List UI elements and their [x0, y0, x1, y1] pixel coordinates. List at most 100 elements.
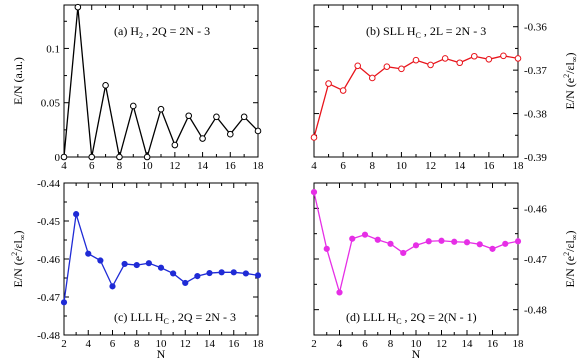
x-tick-label: 6 [89, 160, 95, 172]
data-point [254, 127, 262, 135]
y-tick-label: -0.46 [524, 203, 547, 215]
data-point [121, 260, 128, 268]
data-point [129, 102, 137, 110]
y-tick-label: 0.1 [46, 43, 60, 55]
data-point [325, 80, 332, 87]
data-point [451, 238, 458, 245]
data-point [157, 264, 165, 271]
x-tick-label: 6 [110, 338, 116, 350]
data-point [194, 273, 201, 280]
x-tick-label: 10 [156, 338, 168, 350]
data-point [102, 82, 109, 89]
y-tick-label: -0.45 [37, 216, 60, 228]
x-tick-label: 16 [483, 160, 495, 172]
x-tick-label: 12 [425, 160, 436, 172]
x-tick-label: 12 [436, 338, 447, 350]
data-point [398, 65, 405, 73]
y-axis-label: E/N (e2/εl∞) [10, 230, 27, 287]
data-point [85, 250, 92, 257]
data-point [427, 61, 434, 69]
data-point [349, 235, 356, 242]
data-point [226, 130, 234, 138]
x-tick-label: 16 [225, 160, 237, 172]
x-tick-label: 14 [462, 338, 474, 350]
x-tick-label: 2 [311, 338, 317, 350]
x-tick-label: 4 [311, 160, 317, 172]
data-point [514, 55, 522, 62]
data-point [254, 272, 262, 279]
x-tick-label: 2 [61, 338, 67, 350]
figure-xlabel: N [157, 347, 166, 361]
data-point [240, 113, 248, 121]
data-point [310, 134, 318, 141]
data-point [336, 289, 343, 296]
y-axis-label: E/N (e2/εl∞) [562, 52, 579, 109]
data-point [368, 74, 376, 82]
data-point [425, 238, 432, 245]
data-point [476, 241, 483, 248]
x-tick-label: 16 [228, 338, 240, 350]
data-point [470, 52, 478, 60]
x-tick-label: 14 [454, 160, 466, 172]
x-tick-label: 8 [134, 338, 140, 350]
y-tick-label: -0.48 [37, 330, 60, 342]
panel-b: 4 6 8 10 12 14 16 18-0.39 -0.38 -0.37 -0.36 E/N (e2… [310, 4, 579, 172]
y-tick-label: -0.39 [524, 152, 547, 164]
data-point [441, 55, 449, 62]
figure-xlabel-right: N [412, 347, 421, 361]
data-point [412, 56, 420, 64]
data-point [145, 260, 152, 267]
data-point [185, 112, 193, 120]
data-point [383, 63, 391, 70]
plot-frame [313, 4, 519, 158]
panel-annotation: (a) H2 , 2Q = 2N - 3 [114, 24, 210, 40]
x-tick-label: 8 [117, 160, 123, 172]
x-tick-label: 6 [340, 160, 346, 172]
data-point [60, 299, 68, 306]
data-point [171, 141, 179, 149]
data-point [206, 269, 213, 277]
data-point [199, 135, 206, 142]
x-tick-label: 18 [253, 338, 265, 350]
data-point [109, 283, 116, 290]
y-tick-label: 0 [55, 152, 61, 164]
panel-annotation: (c) LLL HC , 2Q = 2N - 3 [114, 310, 236, 326]
x-tick-label: 8 [388, 338, 394, 350]
y-axis-label: E/N (e2/εl∞) [562, 230, 579, 287]
data-point [60, 153, 68, 161]
data-point [361, 231, 369, 238]
x-tick-label: 18 [513, 338, 525, 350]
data-point [242, 270, 249, 277]
x-tick-label: 14 [197, 160, 209, 172]
data-point [456, 59, 464, 67]
y-axis-label: E/N (a.u.) [11, 57, 25, 105]
data-point [500, 52, 507, 60]
y-tick-label: -0.47 [524, 254, 547, 266]
data-point [157, 105, 165, 113]
data-point [133, 261, 140, 269]
series-line [63, 213, 259, 303]
data-point [116, 153, 123, 161]
x-tick-label: 18 [513, 160, 525, 172]
data-point [182, 279, 189, 287]
data-point [88, 153, 96, 161]
data-point [310, 189, 318, 196]
x-tick-label: 10 [142, 160, 154, 172]
data-point [438, 237, 445, 244]
x-tick-label: 14 [204, 338, 216, 350]
data-point [97, 257, 104, 264]
data-point [213, 113, 220, 121]
data-point [339, 87, 347, 94]
data-point [323, 245, 330, 252]
x-tick-label: 12 [180, 338, 191, 350]
data-point [485, 55, 493, 63]
x-tick-label: 12 [169, 160, 180, 172]
x-tick-label: 4 [86, 338, 92, 350]
y-tick-label: -0.48 [524, 305, 547, 317]
y-tick-label: -0.46 [37, 254, 60, 266]
panel-annotation: (d) LLL HC , 2Q = 2(N - 1) [346, 310, 477, 326]
x-tick-label: 4 [61, 160, 67, 172]
data-point [218, 269, 225, 276]
y-tick-label: -0.37 [524, 65, 547, 77]
